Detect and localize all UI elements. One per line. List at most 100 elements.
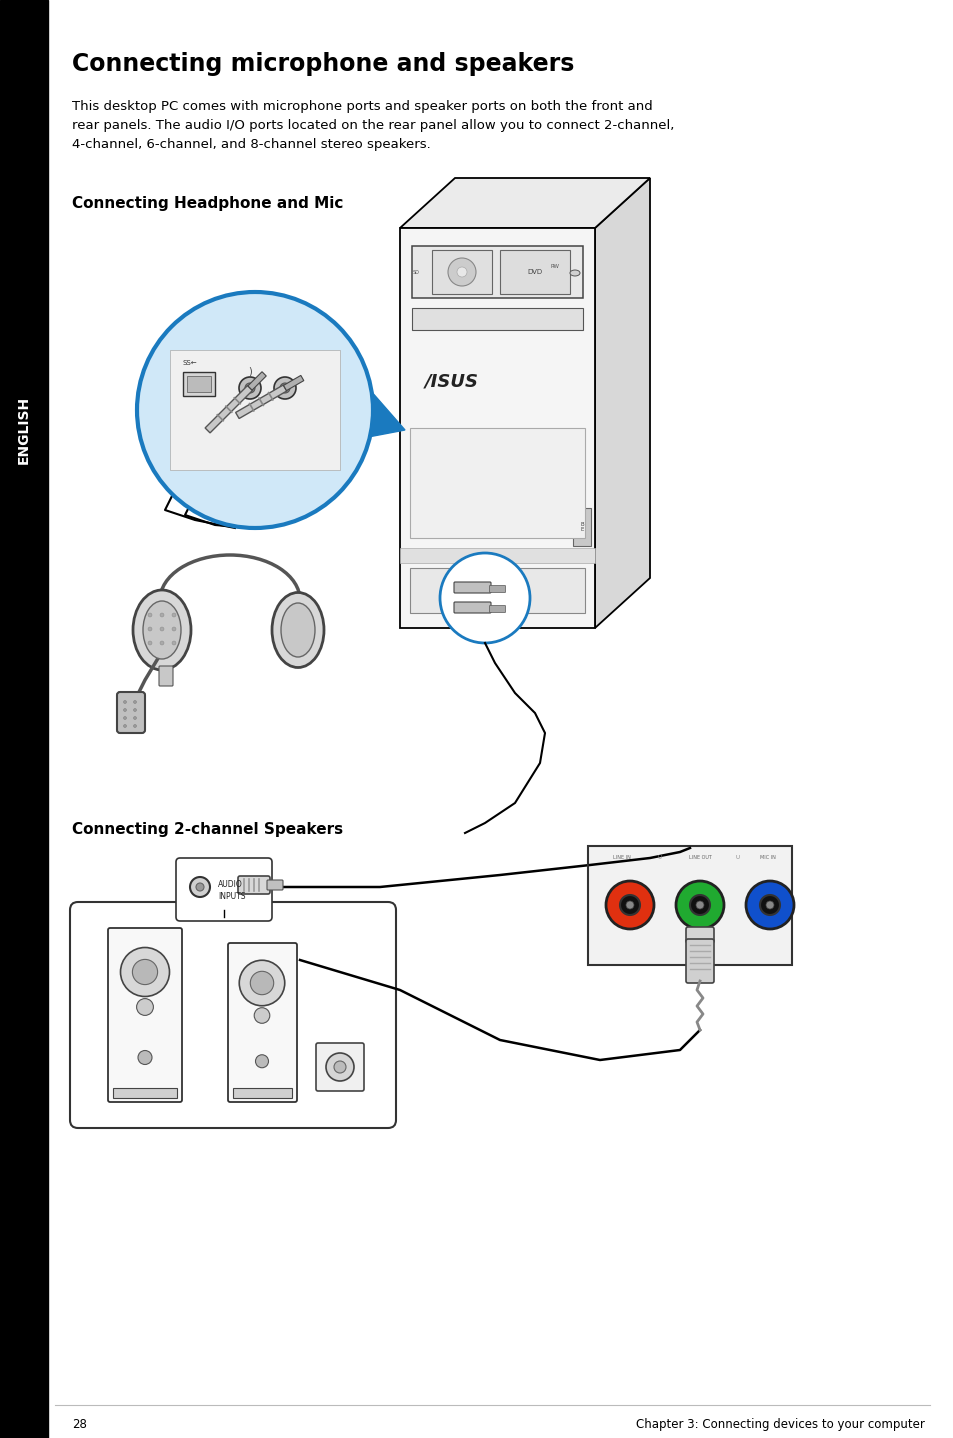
Circle shape bbox=[138, 1051, 152, 1064]
Circle shape bbox=[137, 292, 373, 528]
Circle shape bbox=[133, 709, 136, 712]
Circle shape bbox=[133, 716, 136, 719]
Circle shape bbox=[334, 1061, 346, 1073]
Text: SD: SD bbox=[412, 269, 419, 275]
Circle shape bbox=[745, 881, 793, 929]
Circle shape bbox=[160, 641, 164, 646]
Circle shape bbox=[172, 613, 175, 617]
Circle shape bbox=[123, 700, 127, 703]
Circle shape bbox=[253, 1008, 270, 1024]
Circle shape bbox=[676, 881, 723, 929]
FancyBboxPatch shape bbox=[685, 928, 713, 943]
Polygon shape bbox=[235, 385, 287, 418]
Circle shape bbox=[605, 881, 654, 929]
Text: Connecting microphone and speakers: Connecting microphone and speakers bbox=[71, 52, 574, 76]
Circle shape bbox=[172, 641, 175, 646]
Text: ENGLISH: ENGLISH bbox=[17, 395, 30, 464]
Ellipse shape bbox=[272, 592, 324, 667]
Polygon shape bbox=[205, 385, 253, 433]
Text: AUDIO
INPUTS: AUDIO INPUTS bbox=[218, 880, 245, 900]
FancyBboxPatch shape bbox=[454, 603, 491, 613]
FancyBboxPatch shape bbox=[112, 1089, 177, 1099]
Polygon shape bbox=[363, 383, 405, 439]
FancyBboxPatch shape bbox=[573, 508, 590, 546]
FancyBboxPatch shape bbox=[183, 372, 214, 395]
Text: B
E: B E bbox=[579, 522, 583, 532]
FancyBboxPatch shape bbox=[412, 308, 582, 329]
Circle shape bbox=[239, 377, 261, 398]
FancyBboxPatch shape bbox=[70, 902, 395, 1127]
Circle shape bbox=[195, 883, 204, 892]
Circle shape bbox=[148, 641, 152, 646]
Text: U: U bbox=[735, 856, 740, 860]
Polygon shape bbox=[248, 372, 266, 390]
Circle shape bbox=[239, 961, 284, 1005]
Circle shape bbox=[456, 267, 467, 278]
FancyBboxPatch shape bbox=[685, 939, 713, 984]
FancyBboxPatch shape bbox=[489, 585, 505, 592]
Text: U: U bbox=[658, 856, 661, 860]
Bar bbox=[399, 229, 595, 628]
Text: This desktop PC comes with microphone ports and speaker ports on both the front : This desktop PC comes with microphone po… bbox=[71, 101, 674, 151]
Text: MIC IN: MIC IN bbox=[760, 856, 775, 860]
Polygon shape bbox=[595, 178, 649, 628]
Circle shape bbox=[625, 902, 634, 909]
FancyBboxPatch shape bbox=[412, 246, 582, 298]
Polygon shape bbox=[283, 375, 303, 391]
Text: Connecting 2-channel Speakers: Connecting 2-channel Speakers bbox=[71, 823, 343, 837]
Bar bbox=[0, 0, 48, 1438]
Circle shape bbox=[765, 902, 773, 909]
Circle shape bbox=[689, 894, 709, 915]
Ellipse shape bbox=[281, 603, 314, 657]
Text: SS←: SS← bbox=[183, 360, 197, 367]
Text: LINE OUT: LINE OUT bbox=[688, 856, 711, 860]
Circle shape bbox=[160, 627, 164, 631]
FancyBboxPatch shape bbox=[499, 250, 569, 293]
Circle shape bbox=[148, 627, 152, 631]
Circle shape bbox=[133, 725, 136, 728]
FancyBboxPatch shape bbox=[454, 582, 491, 592]
Circle shape bbox=[190, 877, 210, 897]
FancyBboxPatch shape bbox=[410, 429, 584, 538]
Text: LINE IN: LINE IN bbox=[613, 856, 630, 860]
Circle shape bbox=[255, 1054, 268, 1068]
Text: 28: 28 bbox=[71, 1418, 87, 1431]
Circle shape bbox=[123, 725, 127, 728]
Circle shape bbox=[148, 613, 152, 617]
FancyBboxPatch shape bbox=[233, 1089, 292, 1099]
Circle shape bbox=[250, 971, 274, 995]
Text: Chapter 3: Connecting devices to your computer: Chapter 3: Connecting devices to your co… bbox=[636, 1418, 924, 1431]
FancyBboxPatch shape bbox=[170, 349, 339, 470]
Ellipse shape bbox=[143, 601, 181, 659]
Polygon shape bbox=[399, 178, 649, 229]
Text: RW: RW bbox=[550, 263, 558, 269]
Text: /ISUS: /ISUS bbox=[424, 372, 478, 391]
Circle shape bbox=[696, 902, 703, 909]
Ellipse shape bbox=[132, 590, 191, 670]
Circle shape bbox=[274, 377, 295, 398]
Ellipse shape bbox=[569, 270, 579, 276]
Circle shape bbox=[245, 383, 254, 393]
FancyBboxPatch shape bbox=[315, 1043, 364, 1091]
Circle shape bbox=[448, 257, 476, 286]
Circle shape bbox=[439, 554, 530, 643]
FancyBboxPatch shape bbox=[117, 692, 145, 733]
FancyBboxPatch shape bbox=[187, 375, 211, 393]
Circle shape bbox=[280, 383, 290, 393]
Circle shape bbox=[160, 613, 164, 617]
FancyBboxPatch shape bbox=[108, 928, 182, 1102]
Circle shape bbox=[136, 998, 153, 1015]
Circle shape bbox=[123, 716, 127, 719]
FancyBboxPatch shape bbox=[267, 880, 283, 890]
Text: Connecting Headphone and Mic: Connecting Headphone and Mic bbox=[71, 196, 343, 211]
Circle shape bbox=[132, 959, 157, 985]
FancyBboxPatch shape bbox=[175, 858, 272, 920]
FancyBboxPatch shape bbox=[399, 548, 595, 564]
Text: DVD: DVD bbox=[527, 269, 542, 275]
FancyBboxPatch shape bbox=[410, 568, 584, 613]
Circle shape bbox=[123, 709, 127, 712]
Circle shape bbox=[172, 627, 175, 631]
Circle shape bbox=[760, 894, 780, 915]
Circle shape bbox=[619, 894, 639, 915]
FancyBboxPatch shape bbox=[432, 250, 492, 293]
